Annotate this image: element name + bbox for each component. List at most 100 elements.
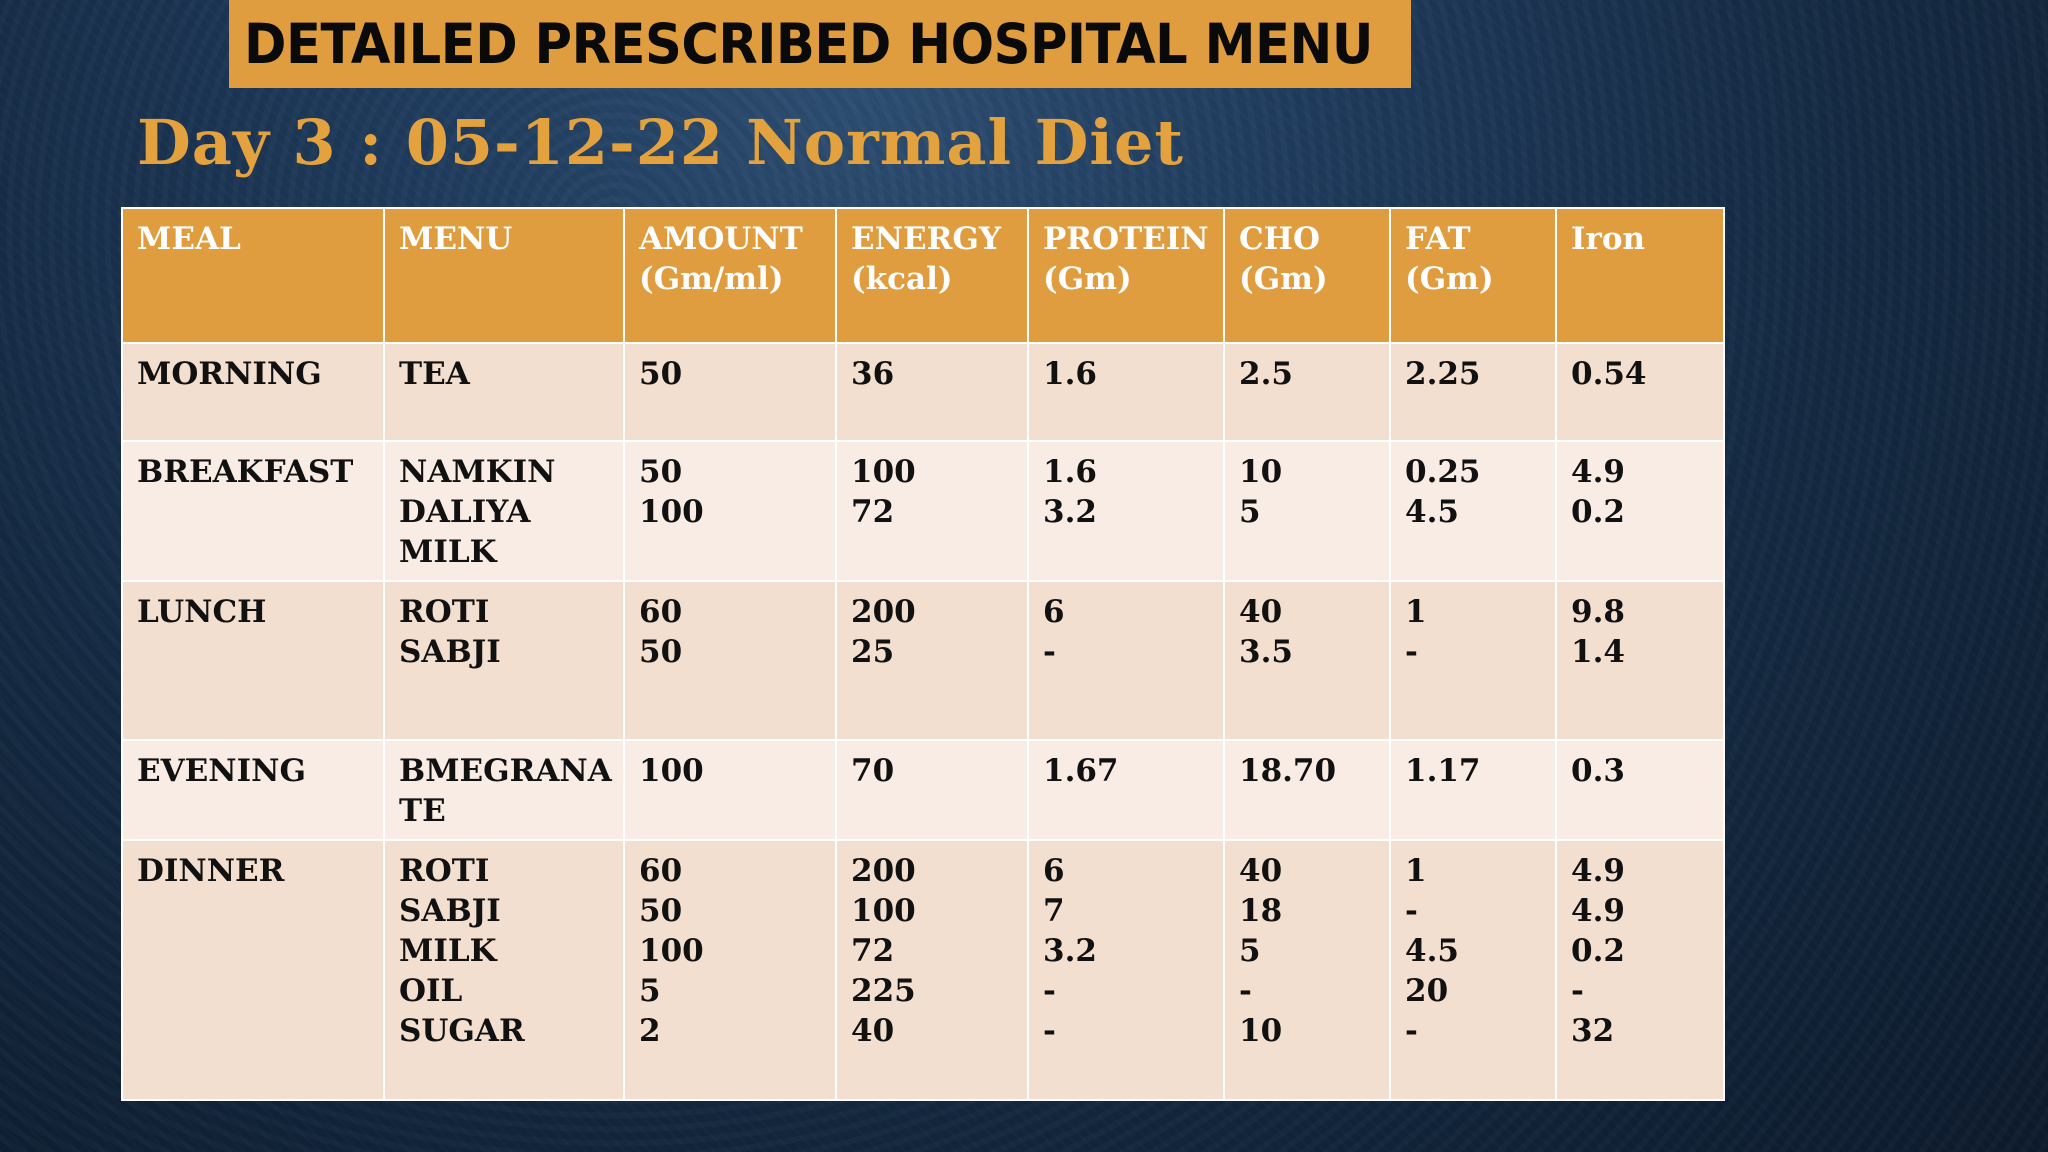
cell-cho: 40 3.5: [1223, 580, 1391, 741]
cell-meal: LUNCH: [121, 580, 385, 741]
cell-menu: ROTI SABJI MILK OIL SUGAR: [383, 839, 625, 1101]
amount-value: 60: [639, 853, 683, 889]
cho-value: 5: [1239, 494, 1261, 530]
table-row: MORNING TEA 50 36 1.6 2.5 2.25 0.54: [121, 342, 1725, 442]
cell-meal: EVENING: [121, 739, 385, 841]
fat-value: 1.17: [1405, 753, 1481, 789]
iron-value: 1.4: [1571, 634, 1625, 670]
iron-value: 0.54: [1571, 356, 1647, 392]
amount-value: 2: [639, 1013, 661, 1049]
energy-value: 40: [851, 1013, 895, 1049]
cell-cho: 18.70: [1223, 739, 1391, 841]
table-header-row: MEAL MENU AMOUNT (Gm/ml) ENERGY (kcal) PRO…: [121, 207, 1725, 344]
menu-value: DALIYA: [399, 494, 531, 530]
cell-meal: MORNING: [121, 342, 385, 442]
fat-value: -: [1405, 893, 1418, 929]
menu-value: MILK: [399, 534, 497, 570]
menu-value: MILK: [399, 933, 497, 969]
menu-value: SABJI: [399, 634, 501, 670]
amount-value: 100: [639, 933, 704, 969]
fat-value: 1: [1405, 853, 1427, 889]
cell-fat: 1-: [1389, 580, 1557, 741]
iron-value: 9.8: [1571, 594, 1625, 630]
cell-iron: 4.9 0.2: [1555, 440, 1725, 582]
cell-menu: ROTI SABJI: [383, 580, 625, 741]
cell-protein: 6 7 3.2 - -: [1027, 839, 1225, 1101]
protein-value: 3.2: [1043, 494, 1097, 530]
menu-value: BMEGRANA: [399, 753, 612, 789]
header-amount: AMOUNT (Gm/ml): [623, 207, 837, 344]
protein-value: 1.6: [1043, 454, 1097, 490]
cell-energy: 100 72: [835, 440, 1029, 582]
energy-value: 70: [851, 753, 895, 789]
cho-value: -: [1239, 973, 1252, 1009]
menu-value: NAMKIN: [399, 454, 556, 490]
protein-value: -: [1043, 1013, 1056, 1049]
header-iron: Iron: [1555, 207, 1725, 344]
cell-meal: DINNER: [121, 839, 385, 1101]
meal-value: EVENING: [137, 753, 306, 789]
energy-value: 72: [851, 494, 895, 530]
meal-value: BREAKFAST: [137, 454, 354, 490]
energy-value: 100: [851, 454, 916, 490]
cell-protein: 1.6 3.2: [1027, 440, 1225, 582]
table-row: LUNCH ROTI SABJI 60 50 200 25 6-40 3.5 1-9.8 1.4: [121, 580, 1725, 741]
energy-value: 100: [851, 893, 916, 929]
cho-value: 40: [1239, 853, 1283, 889]
cell-amount: 50 100: [623, 440, 837, 582]
energy-value: 25: [851, 634, 895, 670]
header-fat: FAT (Gm): [1389, 207, 1557, 344]
fat-value: -: [1405, 1013, 1418, 1049]
fat-value: 2.25: [1405, 356, 1481, 392]
fat-value: 1: [1405, 594, 1427, 630]
protein-value: 1.67: [1043, 753, 1119, 789]
menu-value: SUGAR: [399, 1013, 525, 1049]
day-date-label: Day 3 : 05-12-22: [137, 106, 725, 179]
header-cho: CHO (Gm): [1223, 207, 1391, 344]
diet-type-label: Normal Diet: [746, 106, 1185, 179]
protein-value: 6: [1043, 853, 1065, 889]
protein-value: 3.2: [1043, 933, 1097, 969]
cell-amount: 50: [623, 342, 837, 442]
cell-fat: 2.25: [1389, 342, 1557, 442]
amount-value: 5: [639, 973, 661, 1009]
cell-energy: 200 25: [835, 580, 1029, 741]
iron-value: 4.9: [1571, 454, 1625, 490]
cell-protein: 1.67: [1027, 739, 1225, 841]
meal-value: MORNING: [137, 356, 322, 392]
iron-value: 0.2: [1571, 933, 1625, 969]
menu-table: MEAL MENU AMOUNT (Gm/ml) ENERGY (kcal) PRO…: [121, 207, 1725, 1101]
cell-fat: 1.17: [1389, 739, 1557, 841]
cell-energy: 70: [835, 739, 1029, 841]
energy-value: 225: [851, 973, 916, 1009]
day-subtitle: Day 3 : 05-12-22 Normal Diet: [137, 106, 1184, 179]
header-protein: PROTEIN (Gm): [1027, 207, 1225, 344]
cell-iron: 0.3: [1555, 739, 1725, 841]
cho-value: 18.70: [1239, 753, 1337, 789]
cho-value: 5: [1239, 933, 1261, 969]
protein-value: -: [1043, 634, 1056, 670]
cell-menu: TEA: [383, 342, 625, 442]
cell-iron: 4.9 4.9 0.2 - 32: [1555, 839, 1725, 1101]
fat-value: 4.5: [1405, 933, 1459, 969]
cell-amount: 60 50 100 5 2: [623, 839, 837, 1101]
iron-value: -: [1571, 973, 1584, 1009]
menu-value: TE: [399, 793, 446, 829]
cell-protein: 6-: [1027, 580, 1225, 741]
protein-value: 7: [1043, 893, 1065, 929]
cho-value: 10: [1239, 1013, 1283, 1049]
cell-fat: 1 - 4.5 20 -: [1389, 839, 1557, 1101]
cell-energy: 36: [835, 342, 1029, 442]
fat-value: 20: [1405, 973, 1449, 1009]
cell-fat: 0.25 4.5: [1389, 440, 1557, 582]
amount-value: 60: [639, 594, 683, 630]
cell-amount: 60 50: [623, 580, 837, 741]
cell-iron: 9.8 1.4: [1555, 580, 1725, 741]
title-banner: DETAILED PRESCRIBED HOSPITAL MENU: [229, 0, 1411, 88]
amount-value: 50: [639, 356, 683, 392]
amount-value: 50: [639, 893, 683, 929]
cell-meal: BREAKFAST: [121, 440, 385, 582]
energy-value: 36: [851, 356, 895, 392]
header-energy: ENERGY (kcal): [835, 207, 1029, 344]
meal-value: DINNER: [137, 853, 285, 889]
